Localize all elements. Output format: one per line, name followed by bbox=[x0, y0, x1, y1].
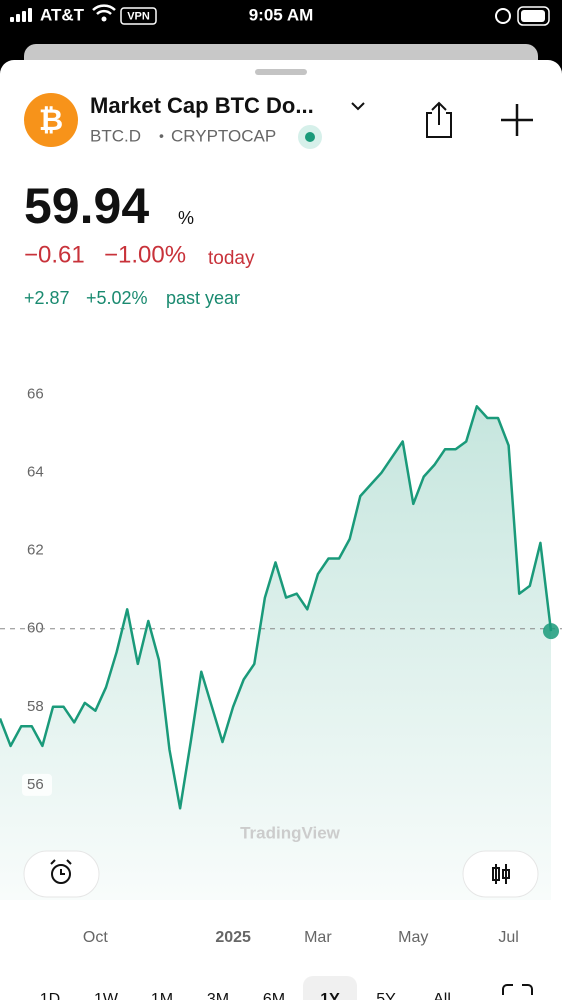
wifi-dot bbox=[101, 16, 107, 22]
y-tick-label: 60 bbox=[27, 620, 44, 637]
price-unit: % bbox=[178, 208, 194, 228]
title[interactable]: Market Cap BTC Do... bbox=[90, 93, 314, 118]
wifi bbox=[92, 4, 116, 15]
y-tick-bg bbox=[22, 695, 52, 718]
market-status bbox=[305, 132, 315, 142]
separator: • bbox=[159, 128, 164, 144]
range-option[interactable]: 1W bbox=[94, 991, 119, 1000]
battery bbox=[517, 6, 550, 26]
alert-icon bbox=[51, 864, 71, 884]
y-tick-bg bbox=[22, 461, 52, 484]
symbol: BTC.D bbox=[90, 126, 141, 145]
share-button[interactable] bbox=[426, 101, 452, 138]
alert-icon-hands bbox=[50, 859, 72, 875]
price-line bbox=[0, 405, 553, 810]
fullscreen-button[interactable] bbox=[502, 984, 533, 995]
y-tick-label: 56 bbox=[27, 776, 44, 793]
x-tick-label: May bbox=[398, 929, 428, 946]
change-period: today bbox=[208, 248, 255, 269]
price: 59.94 bbox=[24, 178, 149, 234]
range-option[interactable]: 1Y bbox=[320, 991, 340, 1000]
y-tick-bg bbox=[22, 539, 52, 562]
range-option[interactable]: 1D bbox=[40, 991, 60, 1000]
vpn: VPN bbox=[127, 10, 150, 22]
watermark: TradingView bbox=[240, 823, 341, 842]
add-button[interactable] bbox=[501, 104, 533, 136]
vpn-box bbox=[120, 7, 157, 25]
y-tick-bg bbox=[22, 383, 52, 406]
last-point bbox=[543, 623, 559, 640]
logo-symbol: ₿ bbox=[39, 104, 63, 137]
y-tick-label: 62 bbox=[27, 542, 44, 559]
chart-type-icon bbox=[492, 864, 510, 884]
change: −0.61 bbox=[24, 241, 85, 268]
x-tick-label: 2025 bbox=[215, 929, 251, 946]
range-option[interactable]: 5Y bbox=[376, 991, 396, 1000]
lock-rotation bbox=[495, 8, 511, 24]
logo bbox=[24, 93, 78, 147]
range-selected-bg bbox=[303, 976, 357, 1000]
year-period: past year bbox=[166, 288, 240, 308]
time: 9:05 AM bbox=[249, 5, 314, 24]
exchange: CRYPTOCAP bbox=[171, 126, 276, 145]
range-option[interactable]: 1M bbox=[151, 991, 173, 1000]
range-option[interactable]: 3M bbox=[207, 991, 229, 1000]
range-option[interactable]: 6M bbox=[263, 991, 285, 1000]
x-tick-label: Oct bbox=[83, 929, 108, 946]
carrier: AT&T bbox=[40, 5, 85, 24]
title-chevron[interactable] bbox=[351, 102, 365, 111]
chart-type-button[interactable] bbox=[462, 850, 539, 898]
signal bbox=[10, 8, 32, 22]
y-tick-label: 66 bbox=[27, 386, 44, 403]
year-change-pct: +5.02% bbox=[86, 288, 148, 308]
change-pct: −1.00% bbox=[104, 241, 186, 268]
battery-level bbox=[521, 10, 545, 22]
y-tick-bg bbox=[22, 617, 52, 640]
y-tick-label: 64 bbox=[27, 464, 44, 481]
y-tick-label: 58 bbox=[27, 698, 44, 715]
grabber[interactable] bbox=[255, 69, 307, 75]
x-tick-label: Jul bbox=[498, 929, 518, 946]
area-fill bbox=[0, 406, 551, 900]
y-tick-bg bbox=[22, 773, 52, 796]
range-option[interactable]: All bbox=[433, 991, 451, 1000]
year-change: +2.87 bbox=[24, 288, 70, 308]
x-tick-label: Mar bbox=[304, 929, 332, 946]
